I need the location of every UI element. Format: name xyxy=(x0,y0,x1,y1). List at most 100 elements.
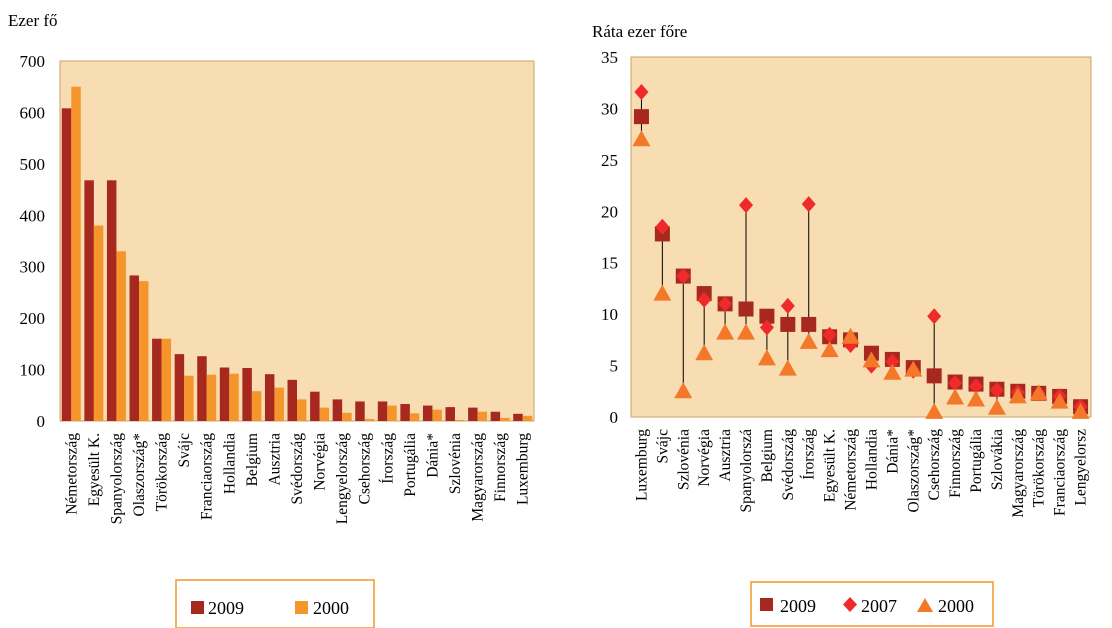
right-category-label: Írország xyxy=(801,429,818,480)
right-category-label: Szlovákia xyxy=(989,429,1006,490)
marker-2007-diamond xyxy=(676,268,691,285)
bar-2000 xyxy=(139,281,149,421)
left-category-label: Luxemburg xyxy=(515,433,532,505)
marker-2007-diamond xyxy=(697,291,712,308)
bar-2000 xyxy=(364,418,375,421)
marker-2000-triangle xyxy=(841,327,860,344)
bar-2009 xyxy=(242,368,252,421)
marker-2007-diamond xyxy=(989,382,1004,399)
bar-2009 xyxy=(264,374,275,421)
left-y-tick-label: 300 xyxy=(20,258,46,277)
left-y-tick-label: 400 xyxy=(20,206,46,225)
right-category-label: Szlovénia xyxy=(675,429,692,490)
bar-2000 xyxy=(387,405,397,421)
right-category-label: Hollandia xyxy=(863,429,880,490)
legend-2007-diamond-icon xyxy=(843,597,857,612)
bar-2009 xyxy=(490,411,501,421)
legend-2000-label-right: 2000 xyxy=(938,596,974,616)
right-plot-area xyxy=(630,56,1092,418)
bar-2009 xyxy=(422,405,433,421)
marker-2000-triangle xyxy=(653,284,672,301)
left-y-axis-label: Ezer fő xyxy=(8,11,58,30)
right-category-label: Franciaország xyxy=(1052,429,1069,516)
right-category-label: Svédország xyxy=(780,429,797,501)
right-category-label: Törökország xyxy=(1031,429,1048,508)
marker-2000-triangle xyxy=(925,402,944,419)
right-legend-box xyxy=(750,581,994,627)
legend-2009-label: 2009 xyxy=(208,598,244,618)
left-category-label: Csehország xyxy=(357,433,374,505)
bar-2000 xyxy=(409,413,420,421)
left-category-label: Írország xyxy=(379,433,396,484)
right-markers xyxy=(632,83,1090,419)
left-bar-chart: Ezer fő 0 100 200 300 400 500 600 700 Németorsz… xyxy=(8,11,535,628)
bar-2000 xyxy=(319,407,330,421)
right-y-tick-label: 10 xyxy=(601,305,618,324)
left-category-label: Portugália xyxy=(402,433,419,497)
marker-2007-diamond xyxy=(739,197,753,214)
bar-2000 xyxy=(93,225,104,421)
bar-2009 xyxy=(84,180,94,421)
bar-2009 xyxy=(106,180,117,421)
left-legend-box xyxy=(175,579,375,628)
bar-2000 xyxy=(522,415,533,421)
marker-2007-diamond xyxy=(634,83,649,100)
marker-2000-triangle xyxy=(799,332,818,349)
marker-2000-triangle xyxy=(967,390,985,407)
left-category-label: Lengyelország xyxy=(334,433,351,524)
left-y-tick-label: 100 xyxy=(20,361,46,380)
marker-2000-triangle xyxy=(737,323,755,340)
right-legend: 2009 2007 2000 xyxy=(750,581,994,627)
right-category-labels: Luxemburg Svájc Szlovénia Norvégia Ausztria S… xyxy=(633,429,1089,518)
bar-2000 xyxy=(274,387,284,421)
legend-2000-label: 2000 xyxy=(313,598,349,618)
marker-2009-square xyxy=(738,301,754,317)
bar-2000 xyxy=(116,251,126,421)
bar-2009 xyxy=(513,413,523,421)
marker-2000-triangle xyxy=(987,398,1006,415)
right-category-label: Olaszország* xyxy=(905,429,922,513)
right-y-ticks: 0 5 10 15 20 25 30 35 xyxy=(601,48,618,427)
marker-2007-diamond xyxy=(759,319,774,336)
left-y-tick-label: 500 xyxy=(20,155,46,174)
bar-2009 xyxy=(355,401,365,421)
marker-2007-diamond xyxy=(948,375,963,392)
left-category-label: Szlovénia xyxy=(447,433,464,494)
right-category-label: Belgium xyxy=(759,429,776,482)
marker-2009-square xyxy=(926,368,942,384)
right-category-label: Ausztria xyxy=(717,429,734,482)
legend-2009-swatch xyxy=(191,601,204,614)
bar-2009 xyxy=(287,379,297,421)
legend-2009-label-right: 2009 xyxy=(780,596,816,616)
marker-2009-square xyxy=(633,109,649,125)
bar-2009 xyxy=(332,399,343,421)
marker-2000-triangle xyxy=(778,359,797,376)
marker-2000-triangle xyxy=(695,344,714,361)
right-y-tick-label: 0 xyxy=(610,408,619,427)
right-category-label: Norvégia xyxy=(696,429,713,487)
left-category-label: Egyesült K. xyxy=(86,433,103,506)
left-category-label: Franciaország xyxy=(199,433,216,520)
right-category-label: Luxemburg xyxy=(633,429,650,501)
bar-2000 xyxy=(477,411,488,421)
left-category-label: Spanyolország xyxy=(108,433,125,525)
marker-2007-diamond xyxy=(969,378,983,395)
right-y-tick-label: 30 xyxy=(601,99,618,118)
legend-2007-label: 2007 xyxy=(861,596,897,616)
bar-2000 xyxy=(500,417,510,421)
left-y-tick-label: 700 xyxy=(20,52,46,71)
right-y-tick-label: 35 xyxy=(601,48,618,67)
bar-2009 xyxy=(174,354,185,421)
marker-2000-triangle xyxy=(820,341,839,358)
marker-2007-diamond xyxy=(801,196,816,213)
bar-2000 xyxy=(251,391,262,421)
bar-2009 xyxy=(197,356,207,421)
left-category-label: Ausztria xyxy=(266,433,283,486)
bar-2000 xyxy=(161,338,172,421)
legend-2000-swatch xyxy=(295,601,308,614)
marker-2000-triangle xyxy=(862,351,881,368)
bar-2009 xyxy=(152,338,162,421)
right-category-label: Dánia* xyxy=(884,429,901,474)
left-category-label: Svájc xyxy=(176,433,193,468)
